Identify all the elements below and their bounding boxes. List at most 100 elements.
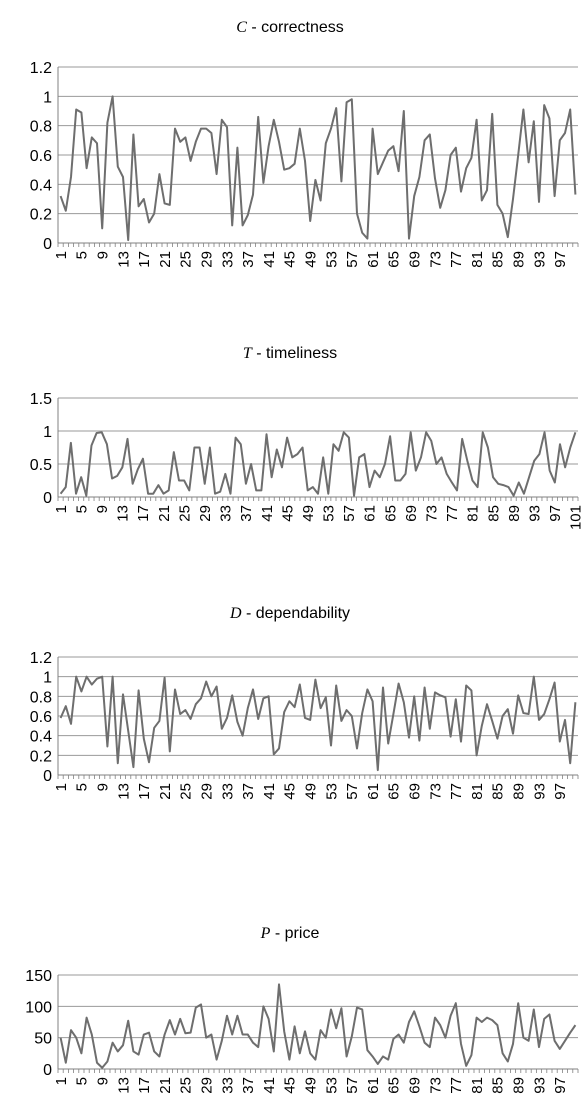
- chart-title: P - price: [260, 925, 320, 942]
- y-tick-label: 0: [43, 1062, 52, 1079]
- data-point: [413, 1010, 415, 1012]
- x-tick-label: 73: [424, 505, 441, 522]
- data-point: [507, 486, 509, 488]
- data-point: [127, 239, 129, 241]
- x-tick-label: 33: [219, 1077, 236, 1094]
- data-point: [377, 173, 379, 175]
- data-point: [260, 489, 262, 491]
- data-point: [439, 207, 441, 209]
- data-point: [398, 1034, 400, 1036]
- data-point: [164, 1034, 166, 1036]
- data-point: [413, 195, 415, 197]
- y-tick-label: 0.6: [30, 148, 52, 165]
- data-point: [299, 684, 301, 686]
- data-point: [121, 466, 123, 468]
- data-point: [358, 456, 360, 458]
- chart-title-var: P: [260, 925, 271, 942]
- data-point: [512, 1043, 514, 1045]
- x-tick-label: 97: [547, 505, 564, 522]
- data-point: [101, 676, 103, 678]
- data-point: [340, 180, 342, 182]
- data-point: [91, 136, 93, 138]
- data-point: [288, 700, 290, 702]
- data-point: [309, 1052, 311, 1054]
- data-point: [127, 730, 129, 732]
- x-tick-label: 49: [300, 505, 317, 522]
- data-point: [338, 450, 340, 452]
- data-point: [106, 443, 108, 445]
- data-point: [247, 1034, 249, 1036]
- data-point: [184, 1032, 186, 1034]
- x-tick-label: 61: [365, 783, 382, 800]
- data-point: [374, 470, 376, 472]
- x-tick-label: 65: [386, 1077, 403, 1094]
- data-point: [335, 107, 337, 109]
- data-point: [481, 725, 483, 727]
- x-tick-label: 13: [115, 505, 132, 522]
- x-tick-label: 93: [531, 1077, 548, 1094]
- data-point: [96, 678, 98, 680]
- data-point: [491, 113, 493, 115]
- data-point: [554, 481, 556, 483]
- data-point: [117, 166, 119, 168]
- data-point: [236, 721, 238, 723]
- chart-title-var: C: [236, 19, 247, 36]
- data-point: [392, 145, 394, 147]
- y-tick-label: 1.2: [30, 650, 52, 667]
- data-point: [157, 484, 159, 486]
- x-tick-label: 81: [469, 251, 486, 268]
- data-point: [408, 1021, 410, 1023]
- chart-title-rest: - timeliness: [252, 345, 337, 362]
- data-point: [543, 713, 545, 715]
- data-point: [283, 169, 285, 171]
- x-tick-label: 5: [73, 505, 90, 513]
- data-point: [294, 706, 296, 708]
- data-point: [559, 443, 561, 445]
- data-point: [351, 1035, 353, 1037]
- x-tick-label: 53: [323, 1077, 340, 1094]
- data-point: [164, 677, 166, 679]
- x-tick-label: 41: [261, 251, 278, 268]
- data-point: [346, 709, 348, 711]
- data-point: [470, 1054, 472, 1056]
- data-point: [507, 236, 509, 238]
- x-tick-label: 69: [406, 1077, 423, 1094]
- data-point: [257, 116, 259, 118]
- x-tick-label: 29: [198, 783, 215, 800]
- data-point: [226, 126, 228, 128]
- data-point: [132, 1050, 134, 1052]
- data-point: [356, 213, 358, 215]
- data-point: [471, 480, 473, 482]
- data-point: [465, 1065, 467, 1067]
- data-point: [481, 1021, 483, 1023]
- data-point: [127, 438, 129, 440]
- data-point: [245, 483, 247, 485]
- x-tick-label: 49: [302, 1077, 319, 1094]
- data-point: [460, 191, 462, 193]
- data-point: [332, 443, 334, 445]
- data-point: [278, 983, 280, 985]
- y-tick-label: 0.2: [30, 748, 52, 765]
- x-tick-label: 57: [341, 505, 358, 522]
- y-tick-label: 0.8: [30, 689, 52, 706]
- data-point: [415, 470, 417, 472]
- data-point: [309, 220, 311, 222]
- data-point: [492, 476, 494, 478]
- data-point: [214, 493, 216, 495]
- x-tick-label: 1: [53, 783, 70, 791]
- data-point: [65, 210, 67, 212]
- data-point: [127, 1020, 129, 1022]
- data-point: [346, 101, 348, 103]
- data-point: [444, 189, 446, 191]
- x-tick-label: 9: [94, 505, 111, 513]
- x-tick-label: 5: [74, 1077, 91, 1085]
- x-tick-label: 69: [406, 783, 423, 800]
- data-point: [80, 111, 82, 113]
- series-line: [59, 675, 577, 772]
- data-point: [430, 440, 432, 442]
- data-point: [60, 195, 62, 197]
- data-point: [86, 1017, 88, 1019]
- x-tick-label: 41: [259, 505, 276, 522]
- data-point: [322, 456, 324, 458]
- data-point: [122, 693, 124, 695]
